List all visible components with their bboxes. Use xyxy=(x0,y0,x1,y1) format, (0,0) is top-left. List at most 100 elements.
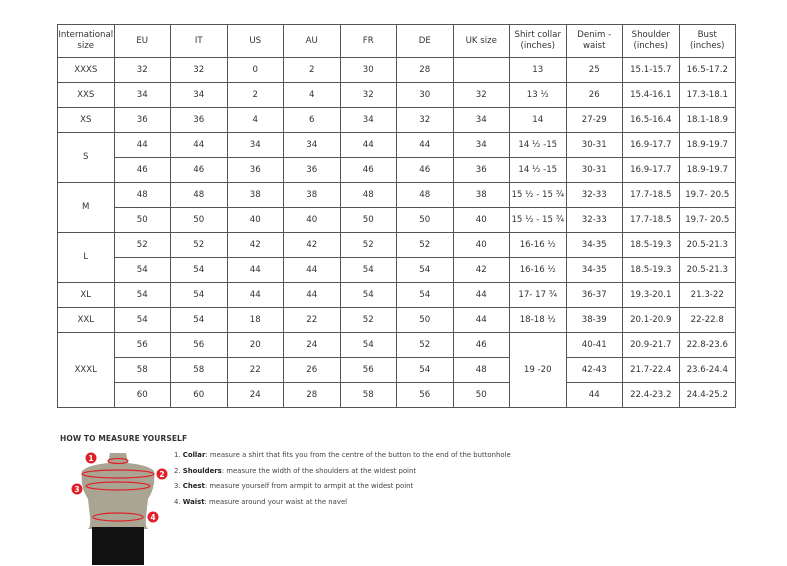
column-header: US xyxy=(226,24,284,58)
cell-bust: 19.7- 20.5 xyxy=(678,182,736,208)
cell-de: 50 xyxy=(396,307,454,333)
table-row: M 48 48 38 38 48 48 38 15 ½ - 15 ¾ 32-33 17.7-18.5… xyxy=(57,182,736,233)
measurement-steps: 1. Collar: measure a shirt that fits you… xyxy=(174,451,511,513)
column-header: Bust (inches) xyxy=(678,24,736,58)
cell-us: 0 xyxy=(226,57,284,83)
table-row: 50 50 40 40 50 50 40 15 ½ - 15 ¾ 32-33 17.7-18.5 1… xyxy=(58,207,736,233)
step-term: Shoulders xyxy=(182,466,222,475)
cell-eu: 52 xyxy=(113,232,171,258)
size-label-cell: XXXL xyxy=(57,332,115,408)
step-chest: 3. Chest: measure yourself from armpit t… xyxy=(174,482,511,498)
cell-eu: 56 xyxy=(113,332,171,358)
cell-collar: 18-18 ½ xyxy=(509,307,567,333)
cell-collar: 13 ½ xyxy=(509,82,567,108)
step-text: : measure a shirt that fits you from the… xyxy=(205,451,511,459)
cell-de: 56 xyxy=(396,382,454,408)
step-shoulders: 2. Shoulders: measure the width of the s… xyxy=(174,467,511,483)
how-to-measure-title: HOW TO MEASURE YOURSELF xyxy=(60,434,188,443)
cell-it: 60 xyxy=(170,382,228,408)
cell-waist: 34-35 xyxy=(565,257,623,283)
marker-3: 3 xyxy=(74,485,79,494)
torso-shape xyxy=(81,453,155,529)
cell-eu: 58 xyxy=(113,357,171,383)
cell-it: 36 xyxy=(170,107,228,133)
cell-uk xyxy=(452,57,510,83)
cell-de: 54 xyxy=(396,282,454,308)
column-header: AU xyxy=(283,24,341,58)
size-label-cell: S xyxy=(57,132,115,183)
cell-collar: 14 ½ -15 xyxy=(509,157,567,183)
column-header: Shirt collar (inches) xyxy=(509,24,567,58)
cell-waist: 38-39 xyxy=(565,307,623,333)
table-row: XXL 54 54 18 22 52 50 44 18-18 ½ 38-39 20.1-20.9 22… xyxy=(57,307,736,333)
cell-it: 54 xyxy=(170,307,228,333)
cell-us: 44 xyxy=(226,282,284,308)
cell-shoulder: 21.7-22.4 xyxy=(622,357,680,383)
cell-waist: 42-43 xyxy=(565,357,623,383)
size-label-cell: L xyxy=(57,232,115,283)
cell-eu: 36 xyxy=(113,107,171,133)
size-label-cell: XXXS xyxy=(57,57,115,83)
cell-eu: 32 xyxy=(113,57,171,83)
cell-collar: 14 xyxy=(509,107,567,133)
cell-de: 30 xyxy=(396,82,454,108)
cell-shoulder: 17.7-18.5 xyxy=(622,182,680,208)
cell-fr: 52 xyxy=(339,232,397,258)
size-label-cell: XL xyxy=(57,282,115,308)
size-chart-table: International size EU IT US AU FR DE UK size Shi… xyxy=(57,24,736,408)
header-row: International size EU IT US AU FR DE UK size Shi… xyxy=(57,24,736,58)
cell-de: 46 xyxy=(396,157,454,183)
cell-it: 58 xyxy=(170,357,228,383)
cell-eu: 54 xyxy=(113,257,171,283)
table-row: XXXS 32 32 0 2 30 28 13 25 15.1-15.7 16.5-17.2 xyxy=(57,57,736,83)
cell-au: 28 xyxy=(283,382,341,408)
cell-collar: 16-16 ½ xyxy=(509,232,567,258)
table-row: L 52 52 42 42 52 52 40 16-16 ½ 34-35 18.5-19.3 20.5… xyxy=(57,232,736,283)
cell-shoulder: 18.5-19.3 xyxy=(622,232,680,258)
cell-de: 54 xyxy=(396,257,454,283)
cell-au: 42 xyxy=(283,232,341,258)
cell-it: 56 xyxy=(170,332,228,358)
cell-uk: 44 xyxy=(452,307,510,333)
cell-waist: 32-33 xyxy=(565,182,623,208)
cell-uk: 50 xyxy=(452,382,510,408)
cell-waist: 32-33 xyxy=(565,207,623,233)
table-row: XXS 34 34 2 4 32 30 32 13 ½ 26 15.4-16.1 17.3-18.1 xyxy=(57,82,736,108)
table-row: XL 54 54 44 44 54 54 44 17- 17 ¾ 36-37 19.3-20.1 21… xyxy=(57,282,736,308)
cell-au: 40 xyxy=(283,207,341,233)
cell-bust: 18.9-19.7 xyxy=(678,157,736,183)
cell-it: 50 xyxy=(170,207,228,233)
marker-4: 4 xyxy=(150,513,155,522)
cell-bust: 18.1-18.9 xyxy=(678,107,736,133)
cell-it: 54 xyxy=(170,257,228,283)
cell-us: 36 xyxy=(226,157,284,183)
cell-shoulder: 15.1-15.7 xyxy=(622,57,680,83)
size-label-cell: M xyxy=(57,182,115,233)
cell-uk: 42 xyxy=(452,257,510,283)
step-num: 2. xyxy=(174,466,181,475)
table-row: 58 58 22 26 56 54 48 42-43 21.7-22.4 23.6-24.4 xyxy=(58,357,736,383)
column-header: IT xyxy=(170,24,228,58)
cell-waist: 36-37 xyxy=(565,282,623,308)
cell-eu: 54 xyxy=(113,307,171,333)
column-header: International size xyxy=(57,24,115,58)
cell-waist: 25 xyxy=(565,57,623,83)
cell-eu: 60 xyxy=(113,382,171,408)
cell-shoulder: 16.9-17.7 xyxy=(622,157,680,183)
step-waist: 4. Waist: measure around your waist at t… xyxy=(174,498,511,514)
step-term: Collar xyxy=(182,451,206,459)
table-row: 54 54 44 44 54 54 42 16-16 ½ 34-35 18.5-19.3 20.5-… xyxy=(58,257,736,283)
column-header: DE xyxy=(396,24,454,58)
cell-au: 24 xyxy=(283,332,341,358)
cell-it: 34 xyxy=(170,82,228,108)
cell-collar: 13 xyxy=(509,57,567,83)
step-text: : measure yourself from armpit to armpit… xyxy=(204,482,414,490)
cell-uk: 36 xyxy=(452,157,510,183)
cell-au: 36 xyxy=(283,157,341,183)
step-num: 3. xyxy=(174,482,181,490)
cell-de: 28 xyxy=(396,57,454,83)
size-label-cell: XXL xyxy=(57,307,115,333)
cell-eu: 50 xyxy=(113,207,171,233)
column-header: EU xyxy=(113,24,171,58)
cell-fr: 48 xyxy=(339,182,397,208)
